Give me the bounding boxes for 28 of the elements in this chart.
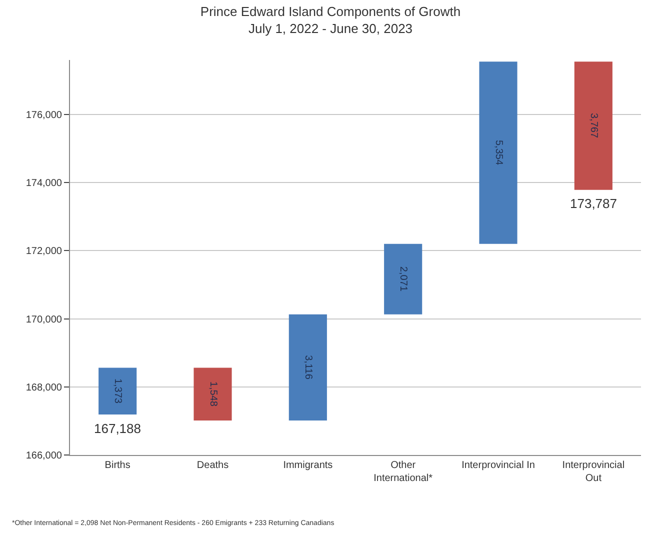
- y-tick-label: 170,000: [26, 314, 62, 326]
- annotation: 167,188: [94, 421, 141, 436]
- y-tick-label: 172,000: [26, 246, 62, 258]
- y-tick-label: 174,000: [26, 178, 62, 190]
- x-tick-label: Immigrants: [283, 460, 333, 471]
- x-tick-label: Interprovincial Out: [562, 460, 625, 484]
- chart-subtitle: July 1, 2022 - June 30, 2023: [248, 20, 413, 36]
- y-tick-label: 168,000: [26, 382, 62, 394]
- y-tick-label: 166,000: [26, 450, 62, 462]
- data-label: 1,548: [207, 381, 218, 407]
- annotation: 173,787: [570, 196, 617, 211]
- data-label: 1,373: [112, 378, 124, 404]
- bar: [98, 368, 137, 415]
- data-label: 3,767: [588, 112, 599, 138]
- x-tick-label: Other International*: [374, 460, 433, 484]
- data-label: 5,354: [492, 140, 504, 166]
- x-tick-label: Births: [104, 460, 130, 471]
- data-label: 2,071: [398, 266, 409, 292]
- data-label: 3,116: [302, 355, 314, 380]
- y-tick-label: 176,000: [26, 110, 62, 121]
- x-tick-label: Deaths: [196, 460, 229, 471]
- chart-title: Prince Edward Island Components of Growth: [200, 4, 461, 20]
- bar: [574, 62, 612, 190]
- x-tick-label: Interprovincial In: [462, 460, 535, 471]
- bar: [288, 314, 327, 421]
- bar: [194, 368, 232, 421]
- bar: [384, 244, 422, 314]
- bar: [479, 62, 518, 244]
